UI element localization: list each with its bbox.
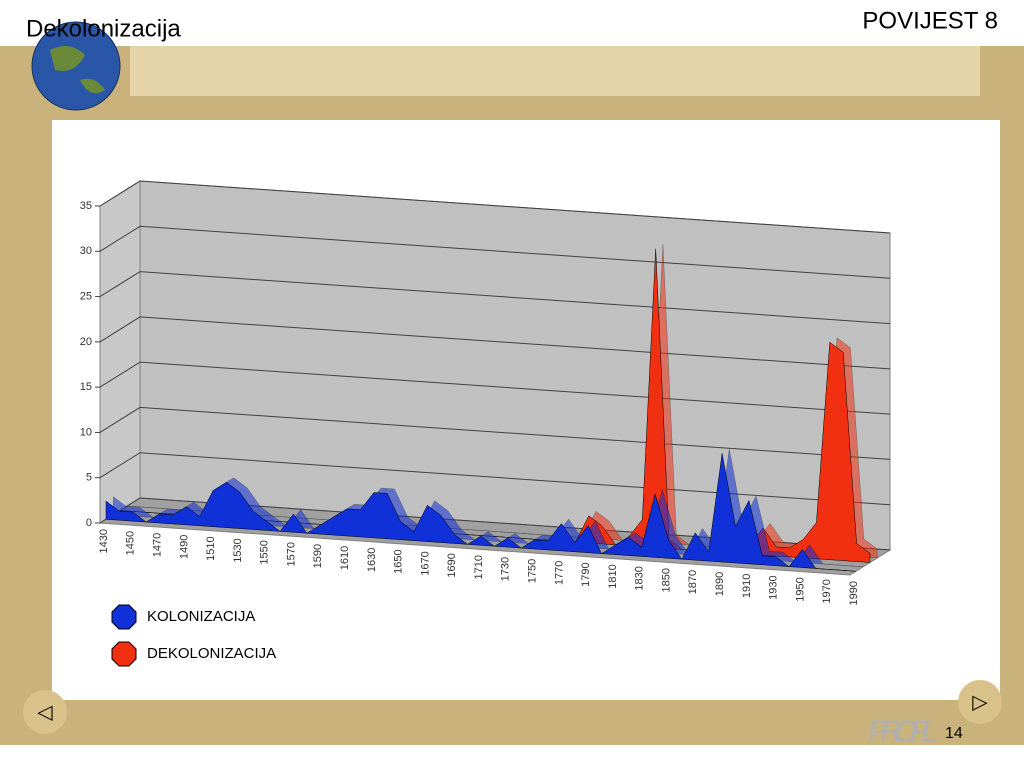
map-strip bbox=[130, 46, 980, 96]
prev-arrow[interactable]: ◁ bbox=[37, 701, 53, 723]
y-tick-label: 15 bbox=[80, 381, 92, 393]
grid-line bbox=[99, 271, 891, 325]
globe-land bbox=[50, 46, 105, 94]
slide-title: Dekolonizacija bbox=[26, 15, 181, 42]
y-tick-label: 30 bbox=[80, 245, 92, 257]
x-tick-label: 1770 bbox=[553, 561, 565, 585]
x-tick-label: 1690 bbox=[446, 553, 458, 577]
grid-line bbox=[99, 180, 891, 234]
legend-swatch bbox=[111, 641, 137, 667]
x-tick-label: 1590 bbox=[312, 544, 324, 568]
next-button[interactable]: ▷ bbox=[958, 680, 1002, 724]
x-tick-label: 1710 bbox=[473, 555, 485, 579]
y-tick-label: 25 bbox=[80, 290, 92, 302]
grid-line bbox=[99, 361, 891, 415]
x-tick-label: 1730 bbox=[500, 557, 512, 581]
x-tick-label: 1790 bbox=[580, 562, 592, 586]
x-tick-label: 1430 bbox=[98, 529, 110, 553]
y-tick-label: 0 bbox=[86, 517, 92, 529]
back-wall bbox=[139, 180, 891, 551]
x-tick-label: 1970 bbox=[821, 579, 833, 603]
x-tick-label: 1810 bbox=[607, 564, 619, 588]
x-tick-label: 1950 bbox=[794, 577, 806, 601]
grid-line bbox=[99, 452, 891, 506]
x-tick-label: 1990 bbox=[848, 581, 860, 605]
x-tick-label: 1510 bbox=[205, 536, 217, 560]
legend-label: DEKOLONIZACIJA bbox=[147, 645, 276, 662]
x-tick-label: 1470 bbox=[151, 533, 163, 557]
x-tick-label: 1670 bbox=[419, 551, 431, 575]
x-tick-label: 1570 bbox=[285, 542, 297, 566]
page-number: 14 bbox=[945, 725, 963, 742]
x-tick-label: 1650 bbox=[393, 549, 405, 573]
y-tick-label: 10 bbox=[80, 426, 92, 438]
x-tick-label: 1910 bbox=[741, 574, 753, 598]
x-tick-label: 1870 bbox=[687, 570, 699, 594]
x-tick-label: 1610 bbox=[339, 546, 351, 570]
x-tick-label: 1890 bbox=[714, 572, 726, 596]
x-tick-label: 1630 bbox=[366, 548, 378, 572]
prev-button[interactable]: ◁ bbox=[23, 690, 67, 734]
x-tick-label: 1750 bbox=[526, 559, 538, 583]
footer-band bbox=[0, 745, 1024, 768]
y-tick-label: 5 bbox=[86, 472, 92, 484]
course-title: POVIJEST 8 bbox=[862, 7, 998, 34]
y-tick-label: 35 bbox=[80, 200, 92, 212]
chart: 0 5 10 15 20 25 30 35 1430 1450 1470 1490 1510 1530 15… bbox=[80, 180, 892, 667]
x-tick-label: 1550 bbox=[259, 540, 271, 564]
side-wall bbox=[99, 180, 141, 524]
header-band bbox=[0, 0, 1024, 46]
grid-line bbox=[99, 225, 891, 279]
next-circle[interactable] bbox=[958, 680, 1002, 724]
x-tick-label: 1450 bbox=[125, 531, 137, 555]
x-tick-label: 1830 bbox=[634, 566, 646, 590]
next-arrow[interactable]: ▷ bbox=[972, 691, 988, 713]
y-tick-label: 20 bbox=[80, 336, 92, 348]
x-tick-label: 1930 bbox=[768, 575, 780, 599]
grid-line bbox=[99, 316, 891, 370]
prev-circle[interactable] bbox=[23, 690, 67, 734]
grid-line bbox=[99, 406, 891, 460]
x-tick-label: 1850 bbox=[660, 568, 672, 592]
legend-swatch bbox=[111, 604, 137, 630]
legend-label: KOLONIZACIJA bbox=[147, 608, 255, 625]
x-tick-label: 1530 bbox=[232, 538, 244, 562]
logo: PROFIL bbox=[868, 715, 938, 748]
x-tick-label: 1490 bbox=[178, 535, 190, 559]
area bbox=[105, 453, 857, 572]
